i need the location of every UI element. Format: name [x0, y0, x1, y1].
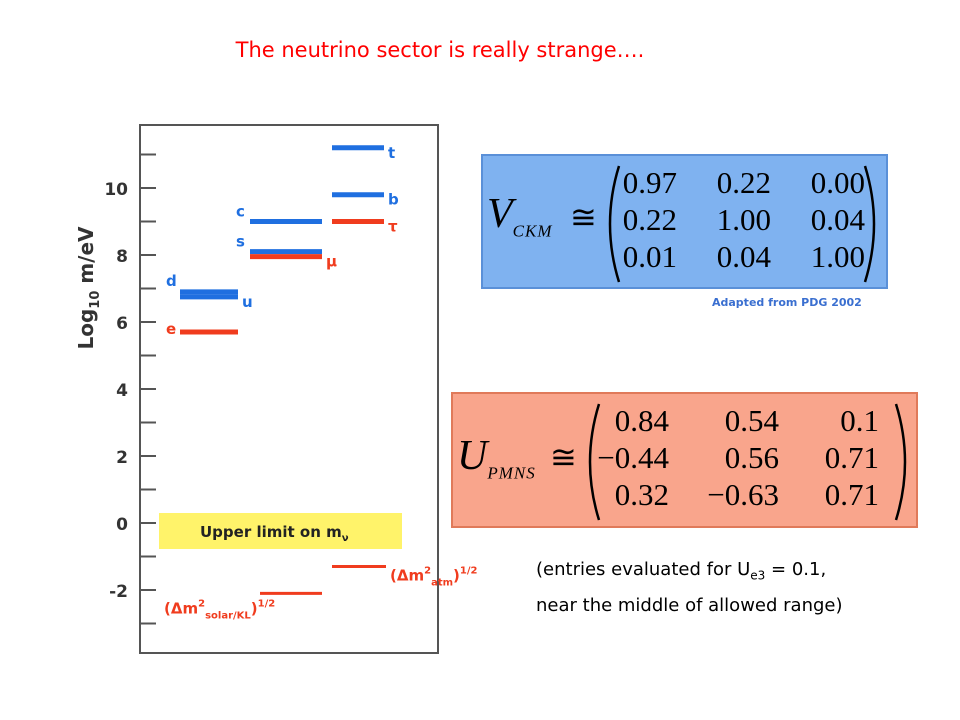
pmns-symbol: UPMNS [457, 433, 536, 483]
mass-level-label: τ [388, 218, 398, 236]
mass-level-label: μ [326, 253, 337, 271]
matrix-entry-r1c1: 0.84 [614, 403, 669, 438]
matrix-entry-r2c2: 1.00 [716, 202, 771, 237]
matrix-entry-r3c2: 0.04 [716, 239, 771, 274]
mass-level-label: d [166, 272, 177, 290]
matrix-entry-r3c2: −0.63 [707, 477, 779, 512]
y-tick-label: 2 [116, 448, 128, 468]
neutrino-level-label: (Δm2atm)1/2 [390, 566, 478, 589]
mass-level-label: t [388, 144, 395, 162]
pmns-matrix-panel: UPMNS ≅ 0.84 0.54 0.1 −0.44 0.56 0.71 0.32 −0.6… [451, 392, 918, 528]
y-axis-ticks [140, 153, 156, 625]
evaluation-note: (entries evaluated for Ue3 = 0.1, near t… [536, 559, 843, 616]
mass-level-label: e [166, 320, 176, 338]
matrix-entry-r2c3: 0.71 [824, 440, 879, 475]
matrix-entry-r3c1: 0.01 [622, 239, 677, 274]
y-tick-label: 0 [116, 515, 128, 535]
y-tick-label: 6 [116, 314, 128, 334]
y-tick-label: 8 [116, 247, 128, 267]
matrix-entry-r2c1: 0.22 [622, 202, 677, 237]
ckm-source-credit: Adapted from PDG 2002 [712, 296, 862, 309]
neutrino-mass-levels: (Δm2atm)1/2 (Δm2solar/KL)1/2 [164, 565, 478, 621]
mass-level-label: c [236, 203, 245, 221]
matrix-entry-r1c1: 0.97 [622, 165, 677, 200]
matrix-entry-r2c3: 0.04 [810, 202, 865, 237]
ckm-left-paren [608, 165, 621, 283]
ckm-symbol: VCKM [487, 191, 553, 241]
pmns-approx-sign: ≅ [550, 438, 577, 476]
mass-spectrum-chart: 10 8 6 4 2 0 -2 Log10 m/eV Upper limit on mν t… [74, 124, 478, 654]
matrix-entry-r2c2: 0.56 [724, 440, 779, 475]
matrix-entry-r3c3: 0.71 [824, 477, 879, 512]
y-axis-tick-labels: 10 8 6 4 2 0 -2 [104, 180, 128, 602]
matrix-entry-r1c2: 0.22 [716, 165, 771, 200]
slide-title: The neutrino sector is really strange…. [235, 38, 645, 62]
ckm-approx-sign: ≅ [570, 198, 597, 236]
ckm-matrix-entries: 0.97 0.22 0.00 0.22 1.00 0.04 0.01 0.04 1.00 [613, 164, 865, 275]
matrix-entry-r1c2: 0.54 [724, 403, 779, 438]
pmns-right-paren [894, 403, 907, 521]
mass-levels: t bτ cs μ d u e [166, 144, 399, 338]
pmns-matrix-entries: 0.84 0.54 0.1 −0.44 0.56 0.71 0.32 −0.63 0.71 [589, 402, 879, 513]
y-tick-label: 4 [116, 381, 128, 401]
ckm-right-paren [863, 165, 876, 283]
matrix-entry-r2c1: −0.44 [597, 440, 669, 475]
upper-limit-label: Upper limit on mν [200, 523, 349, 544]
chart-frame [139, 124, 439, 654]
neutrino-level-label: (Δm2solar/KL)1/2 [164, 598, 275, 621]
mass-level-label: s [236, 233, 245, 251]
mass-level-label: u [242, 293, 253, 311]
y-axis-label: Log10 m/eV [74, 226, 103, 350]
pmns-left-paren [588, 403, 601, 521]
matrix-entry-r3c3: 1.00 [810, 239, 865, 274]
neutrino-upper-limit-band [159, 513, 402, 549]
matrix-entry-r1c3: 0.1 [840, 403, 879, 438]
mass-level-label: b [388, 191, 399, 209]
ckm-matrix-panel: VCKM ≅ 0.97 0.22 0.00 0.22 1.00 0.04 0.01 0.04 1… [481, 154, 888, 289]
matrix-entry-r3c1: 0.32 [614, 477, 669, 512]
y-tick-label: 10 [104, 180, 128, 200]
matrix-entry-r1c3: 0.00 [810, 165, 865, 200]
y-tick-label: -2 [109, 582, 128, 602]
